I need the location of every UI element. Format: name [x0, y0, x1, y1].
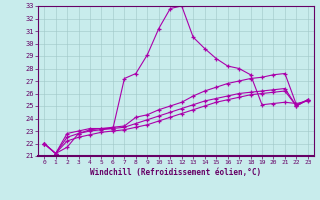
X-axis label: Windchill (Refroidissement éolien,°C): Windchill (Refroidissement éolien,°C) [91, 168, 261, 177]
